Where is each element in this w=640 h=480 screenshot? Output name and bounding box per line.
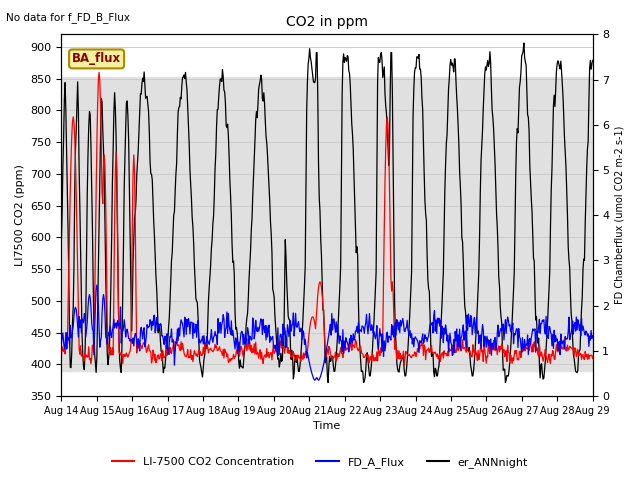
Y-axis label: FD Chamberflux (umol CO2 m-2 s-1): FD Chamberflux (umol CO2 m-2 s-1) — [615, 126, 625, 304]
Y-axis label: LI7500 CO2 (ppm): LI7500 CO2 (ppm) — [15, 164, 25, 266]
Legend: LI-7500 CO2 Concentration, FD_A_Flux, er_ANNnight: LI-7500 CO2 Concentration, FD_A_Flux, er… — [108, 452, 532, 472]
Bar — [61, 77, 593, 371]
X-axis label: Time: Time — [314, 421, 340, 432]
Title: CO2 in ppm: CO2 in ppm — [286, 15, 368, 29]
Text: BA_flux: BA_flux — [72, 52, 121, 65]
Text: No data for f_FD_B_Flux: No data for f_FD_B_Flux — [6, 12, 131, 23]
